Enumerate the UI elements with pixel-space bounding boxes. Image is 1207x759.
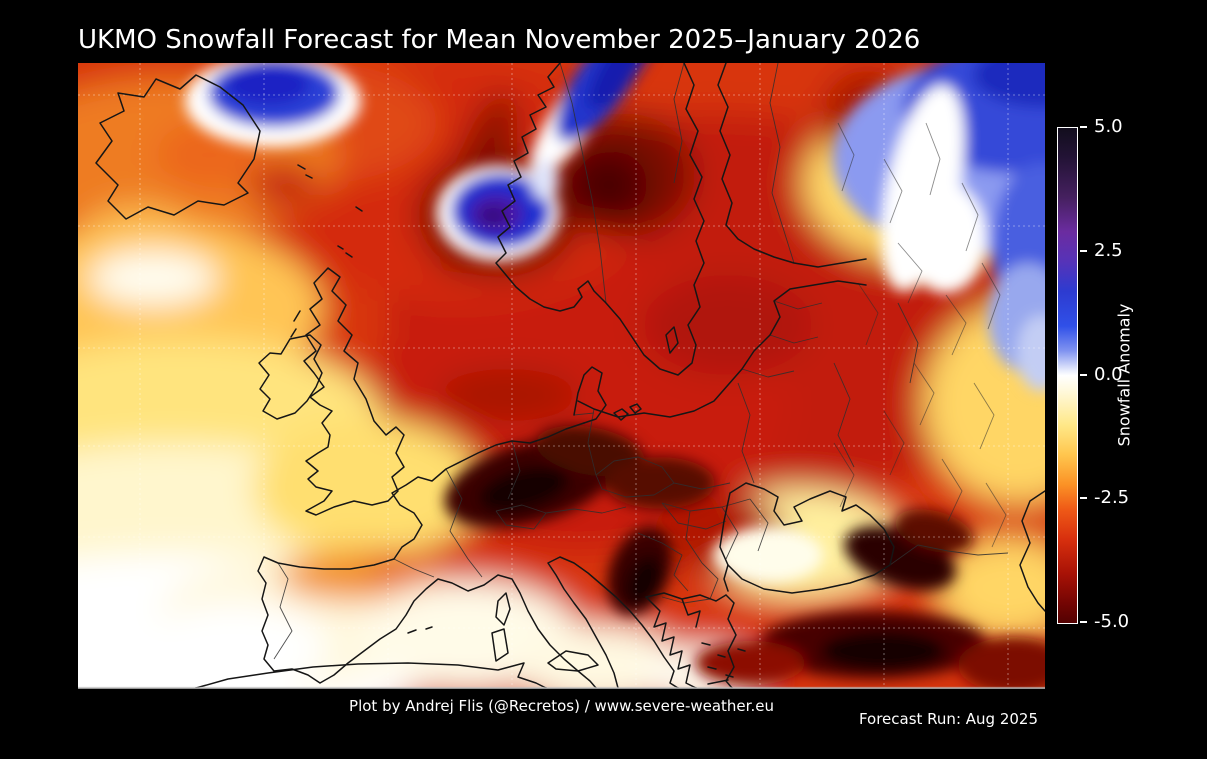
colorbar-tick-mark bbox=[1080, 249, 1087, 252]
colorbar-tick-label: -5.0 bbox=[1094, 611, 1130, 632]
colorbar-tick: 2.5 bbox=[1080, 240, 1123, 262]
colorbar-tick: -2.5 bbox=[1080, 487, 1129, 509]
graticule bbox=[78, 63, 1045, 688]
forecast-run-text: Forecast Run: Aug 2025 bbox=[858, 710, 1038, 728]
coastlines bbox=[95, 63, 1045, 688]
forecast-map bbox=[78, 63, 1045, 689]
figure-title: UKMO Snowfall Forecast for Mean November… bbox=[78, 25, 921, 55]
colorbar-ticks: 5.0 2.5 0.0 -2.5 -5.0 bbox=[1080, 118, 1160, 631]
colorbar-tick-label: -2.5 bbox=[1094, 487, 1130, 509]
colorbar-tick-mark bbox=[1080, 497, 1087, 500]
colorbar-tick-mark bbox=[1080, 126, 1087, 128]
map-graphic bbox=[78, 63, 1045, 688]
credit-text: Plot by Andrej Flis (@Recretos) / www.se… bbox=[349, 697, 774, 715]
colorbar-tick: 0.0 bbox=[1080, 364, 1123, 386]
country-borders bbox=[273, 63, 1009, 660]
colorbar-tick-mark bbox=[1080, 621, 1087, 623]
colorbar-tick-mark bbox=[1080, 373, 1087, 376]
colorbar-tick: 5.0 bbox=[1080, 116, 1123, 138]
colorbar-axis-label: Snowfall Anomaly bbox=[1114, 303, 1134, 447]
colorbar-tick-label: 0.0 bbox=[1094, 363, 1123, 385]
colorbar-gradient bbox=[1057, 127, 1078, 624]
colorbar-tick: -5.0 bbox=[1080, 611, 1129, 633]
colorbar-tick-label: 2.5 bbox=[1094, 239, 1123, 261]
colorbar-tick-label: 5.0 bbox=[1094, 116, 1123, 137]
anomaly-field-features bbox=[185, 63, 1045, 688]
